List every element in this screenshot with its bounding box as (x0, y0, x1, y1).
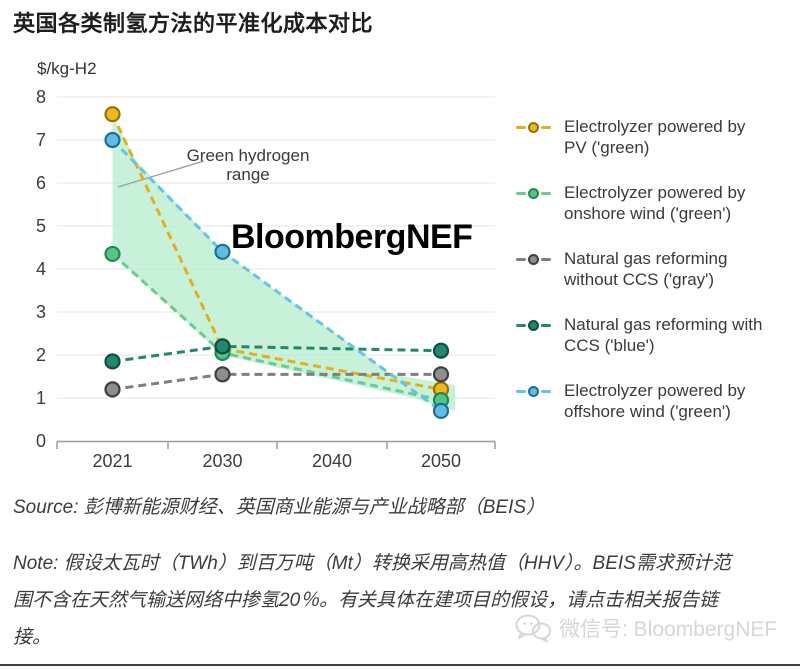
chart-legend: Electrolyzer powered by PV ('green) Electr… (516, 116, 798, 446)
legend-marker-part (528, 254, 539, 265)
green-range-annotation: Green hydrogen (187, 146, 310, 165)
data-point-series-1 (104, 245, 121, 263)
legend-marker-part (528, 122, 539, 133)
y-tick-label: 0 (36, 431, 46, 451)
legend-item-4: Electrolyzer powered by offshore wind ('g… (516, 380, 798, 422)
legend-label: Electrolyzer powered by offshore wind ('g… (564, 381, 746, 421)
legend-item-0: Electrolyzer powered by PV ('green) (516, 116, 798, 158)
legend-marker-part (516, 258, 526, 261)
x-tick-label: 2030 (202, 451, 242, 471)
legend-marker-icon (516, 386, 564, 397)
legend-marker-part (516, 126, 526, 129)
data-point-series-2 (214, 366, 231, 383)
y-tick-label: 2 (36, 345, 46, 365)
data-point-series-3 (432, 342, 450, 359)
data-point-series-0 (104, 106, 121, 123)
legend-label: Electrolyzer powered by PV ('green) (564, 117, 746, 157)
legend-marker-icon (516, 188, 564, 199)
data-point-series-3 (214, 338, 231, 355)
data-point-series-4 (104, 131, 121, 149)
green-hydrogen-range-area (112, 116, 456, 411)
data-point-series-2 (432, 366, 450, 383)
legend-marker-part (541, 258, 551, 261)
data-point-series-4 (432, 402, 450, 419)
legend-marker-part (528, 320, 539, 331)
legend-item-1: Electrolyzer powered by onshore wind ('gr… (516, 182, 798, 224)
y-tick-label: 8 (36, 87, 46, 107)
legend-label: Natural gas reforming with CCS ('blue') (564, 315, 763, 355)
legend-marker-part (516, 324, 526, 327)
y-tick-label: 1 (36, 388, 46, 408)
x-tick-label: 2040 (312, 451, 352, 471)
legend-marker-icon (516, 254, 564, 265)
y-tick-label: 6 (36, 173, 46, 193)
y-tick-label: 4 (36, 259, 46, 279)
legend-label: Natural gas reforming without CCS ('gray'… (564, 249, 728, 289)
y-axis-unit-label: $/kg-H2 (37, 59, 97, 78)
y-tick-label: 5 (36, 216, 46, 236)
page-title: 英国各类制氢方法的平准化成本对比 (13, 11, 374, 36)
wechat-id-label: 微信号: BloombergNEF (559, 618, 778, 641)
legend-marker-part (541, 192, 551, 195)
legend-marker-part (516, 192, 526, 195)
legend-label: Electrolyzer powered by onshore wind ('gr… (564, 183, 746, 223)
legend-marker-part (528, 188, 539, 199)
legend-marker-part (541, 126, 551, 129)
bloombergnef-watermark: BloombergNEF (231, 218, 473, 256)
line-chart: 0 1 2 3 4 5 6 7 8 2021 2030 2040 2050 $/kg-H2 Green hy… (36, 59, 496, 471)
data-point-series-4 (214, 243, 231, 260)
data-point-series-2 (104, 381, 121, 398)
note-text: Note: 假设太瓦时（TWh）到百万吨（Mt）转换采用高热值（HHV）。BEI… (13, 553, 731, 648)
legend-marker-part (541, 324, 551, 327)
wechat-watermark: 微信号: BloombergNEF (514, 612, 777, 644)
y-tick-label: 7 (36, 130, 46, 150)
x-tick-label: 2021 (92, 451, 132, 471)
y-tick-label: 3 (36, 302, 46, 322)
annotation-leader-line (117, 160, 205, 188)
data-point-series-3 (104, 353, 121, 370)
bottom-divider (0, 664, 800, 666)
legend-item-2: Natural gas reforming without CCS ('gray'… (516, 248, 798, 290)
chart-area: 0 1 2 3 4 5 6 7 8 2021 2030 2040 2050 $/kg-H2 Green hy… (36, 59, 798, 471)
legend-marker-part (516, 390, 526, 393)
legend-marker-part (541, 390, 551, 393)
legend-marker-icon (516, 320, 564, 331)
source-text: Source: 彭博新能源财经、英国商业能源与产业战略部（BEIS） (13, 497, 546, 518)
wechat-icon (515, 614, 551, 643)
x-tick-label: 2050 (421, 451, 461, 471)
series-line-0 (111, 113, 442, 391)
legend-marker-icon (516, 122, 564, 133)
legend-item-3: Natural gas reforming with CCS ('blue') (516, 314, 798, 356)
green-range-annotation: range (226, 165, 269, 184)
legend-marker-part (528, 386, 539, 397)
